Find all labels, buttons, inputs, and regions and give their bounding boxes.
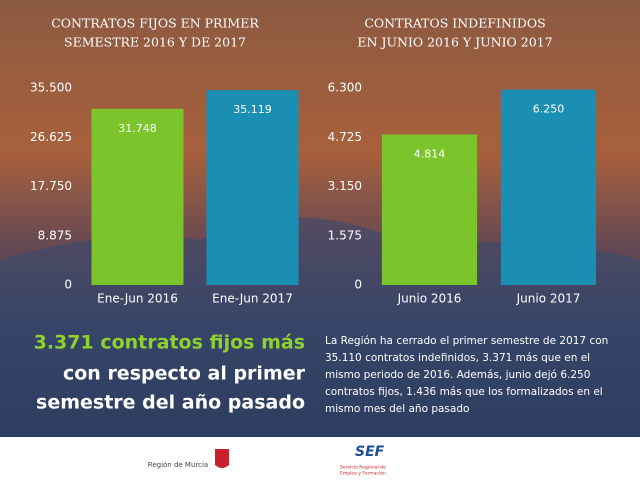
y-tick-label: 3.150 — [328, 179, 362, 193]
bar — [500, 89, 597, 285]
headline: 3.371 contratos fijos más — [34, 332, 305, 354]
y-tick-label: 6.300 — [328, 81, 362, 95]
value-label: 31.748 — [118, 122, 157, 135]
x-tick-label: Ene-Jun 2016 — [97, 292, 178, 306]
logo-text: Servicio Regional de — [340, 465, 386, 471]
bar — [206, 90, 299, 285]
logo-text: Empleo y Formación — [340, 470, 386, 477]
y-tick-label: 0 — [354, 278, 362, 292]
logo-text: Región de Murcia — [148, 461, 208, 469]
y-tick-label: 35.500 — [30, 81, 72, 95]
body-text: mismo periodo de 2016. Además, junio dej… — [325, 369, 590, 381]
headline: semestre del año pasado — [36, 392, 305, 414]
chart-title: CONTRATOS INDEFINIDOS — [364, 16, 545, 31]
logo-text: SEF — [355, 444, 385, 460]
body-text: mismo mes del año pasado — [325, 403, 469, 415]
y-tick-label: 26.625 — [30, 130, 72, 144]
y-tick-label: 4.725 — [328, 130, 362, 144]
body-text: La Región ha cerrado el primer semestre … — [325, 335, 608, 347]
value-label: 4.814 — [414, 147, 446, 160]
x-tick-label: Junio 2017 — [516, 292, 581, 306]
crest — [215, 449, 229, 468]
value-label: 6.250 — [533, 103, 565, 116]
y-tick-label: 0 — [64, 278, 72, 292]
y-tick-label: 1.575 — [328, 228, 362, 242]
y-tick-label: 8.875 — [38, 228, 72, 242]
chart-title: EN JUNIO 2016 Y JUNIO 2017 — [357, 35, 552, 50]
headline: con respecto al primer — [63, 363, 306, 385]
bar — [91, 108, 184, 286]
body-text: contratos fijos, 1.436 más que los forma… — [325, 386, 603, 398]
chart-title: SEMESTRE 2016 Y DE 2017 — [64, 35, 246, 50]
value-label: 35.119 — [233, 103, 272, 116]
bar — [381, 134, 478, 285]
chart-title: CONTRATOS FIJOS EN PRIMER — [51, 16, 259, 31]
body-text: 35.110 contratos indefinidos, 3.371 más … — [325, 352, 590, 364]
x-tick-label: Junio 2016 — [397, 292, 462, 306]
footer — [0, 437, 640, 480]
y-tick-label: 17.750 — [30, 179, 72, 193]
x-tick-label: Ene-Jun 2017 — [212, 292, 293, 306]
